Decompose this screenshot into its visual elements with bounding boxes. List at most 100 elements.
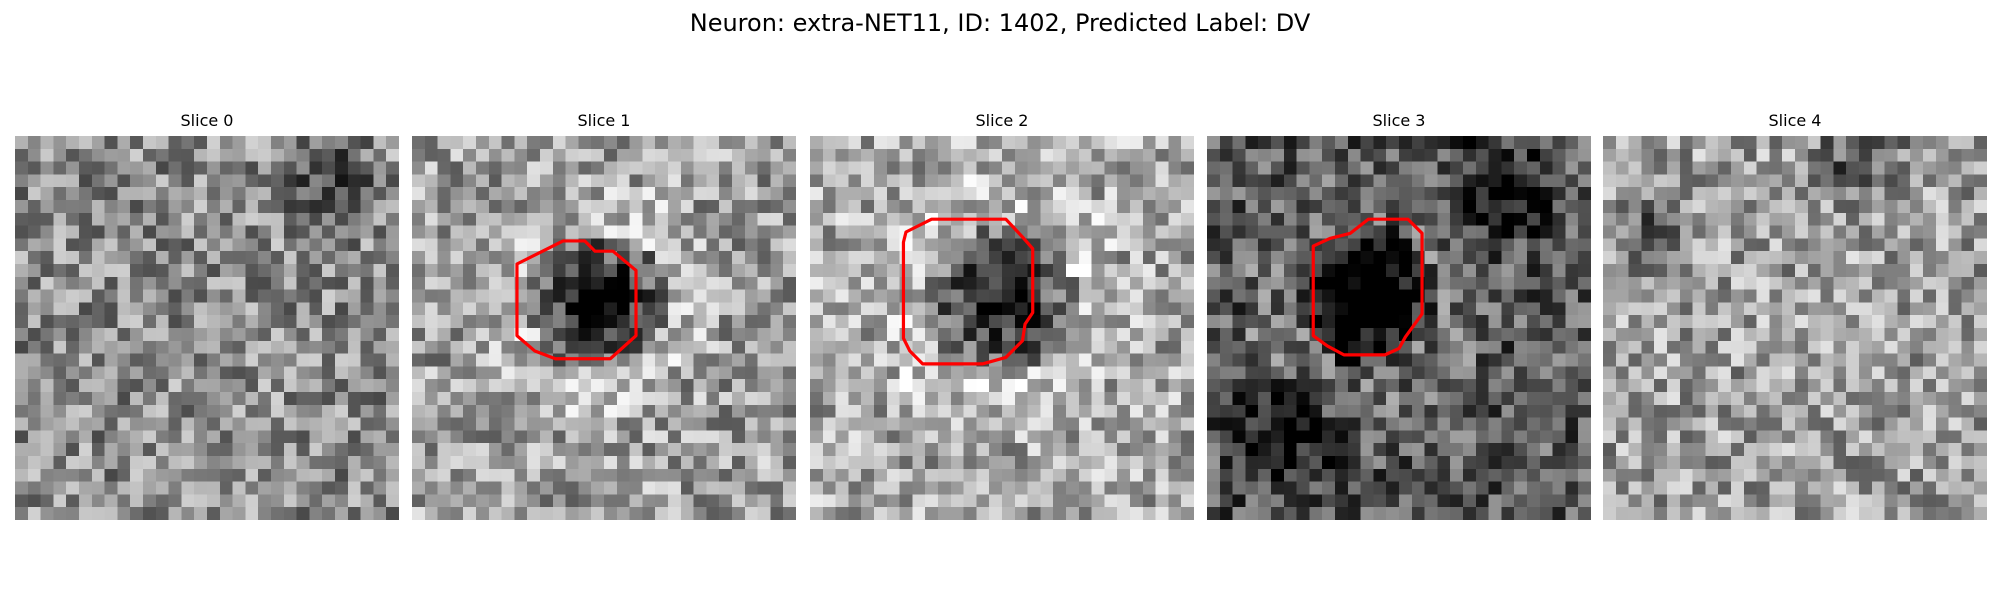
pixel [706,315,720,329]
pixel [655,238,669,252]
pixel [976,430,990,444]
pixel [1807,289,1821,303]
pixel [1360,494,1374,508]
pixel [181,148,195,162]
pixel [861,430,875,444]
pixel [693,238,707,252]
pixel [1820,276,1834,290]
pixel [1411,494,1425,508]
pixel [1615,225,1629,239]
pixel [476,251,490,265]
pixel [1232,392,1246,406]
pixel [822,238,836,252]
pixel [501,212,515,226]
pixel [386,443,399,457]
pixel [1155,404,1169,418]
pixel [1475,302,1489,316]
pixel [1743,328,1757,342]
pixel [1258,251,1272,265]
pixel [565,289,579,303]
pixel [706,481,720,495]
pixel [1756,443,1770,457]
pixel [629,507,643,520]
pixel [335,468,349,482]
pixel [655,200,669,214]
pixel [1578,225,1591,239]
pixel [1884,276,1898,290]
pixel [258,264,272,278]
pixel [501,276,515,290]
pixel [117,238,131,252]
pixel [938,289,952,303]
pixel [1565,187,1579,201]
pixel [1514,404,1528,418]
pixel [1475,328,1489,342]
pixel [706,225,720,239]
pixel [950,187,964,201]
pixel [616,392,630,406]
pixel [463,276,477,290]
pixel [1309,481,1323,495]
pixel [1820,238,1834,252]
pixel [1232,187,1246,201]
pixel [1475,417,1489,431]
pixel [976,200,990,214]
pixel [130,136,144,150]
pixel [744,212,758,226]
pixel [835,302,849,316]
pixel [1871,481,1885,495]
pixel [1667,481,1681,495]
pixel [1501,276,1515,290]
pixel [1756,328,1770,342]
pixel [1705,302,1719,316]
pixel [1130,481,1144,495]
pixel [591,187,605,201]
pixel [66,392,80,406]
pixel [488,494,502,508]
pixel [27,353,41,367]
pixel [1066,507,1080,520]
pixel [1667,443,1681,457]
pixel [1104,379,1118,393]
pixel [1769,212,1783,226]
pixel [1373,289,1387,303]
pixel [1539,238,1553,252]
pixel [925,443,939,457]
pixel [874,264,888,278]
pixel [232,200,246,214]
pixel [501,507,515,520]
pixel [938,456,952,470]
pixel [1948,187,1962,201]
pixel [899,494,913,508]
pixel [668,136,682,150]
pixel [1769,417,1783,431]
pixel [950,276,964,290]
pixel [1718,161,1732,175]
pixel [629,136,643,150]
pixel [1935,456,1949,470]
pixel [1705,174,1719,188]
pixel [1514,430,1528,444]
pixel [1142,340,1156,354]
pixel [1743,238,1757,252]
pixel [642,225,656,239]
pixel [1296,456,1310,470]
pixel [258,302,272,316]
pixel [79,404,93,418]
pixel [1245,468,1259,482]
pixel [476,200,490,214]
pixel [258,212,272,226]
pixel [219,456,233,470]
pixel [1219,494,1233,508]
pixel [989,328,1003,342]
pixel [79,289,93,303]
pixel [848,456,862,470]
pixel [283,443,297,457]
pixel [899,264,913,278]
pixel [744,315,758,329]
pixel [578,468,592,482]
pixel [1897,200,1911,214]
pixel [1091,443,1105,457]
pixel [181,302,195,316]
pixel [1603,315,1617,329]
